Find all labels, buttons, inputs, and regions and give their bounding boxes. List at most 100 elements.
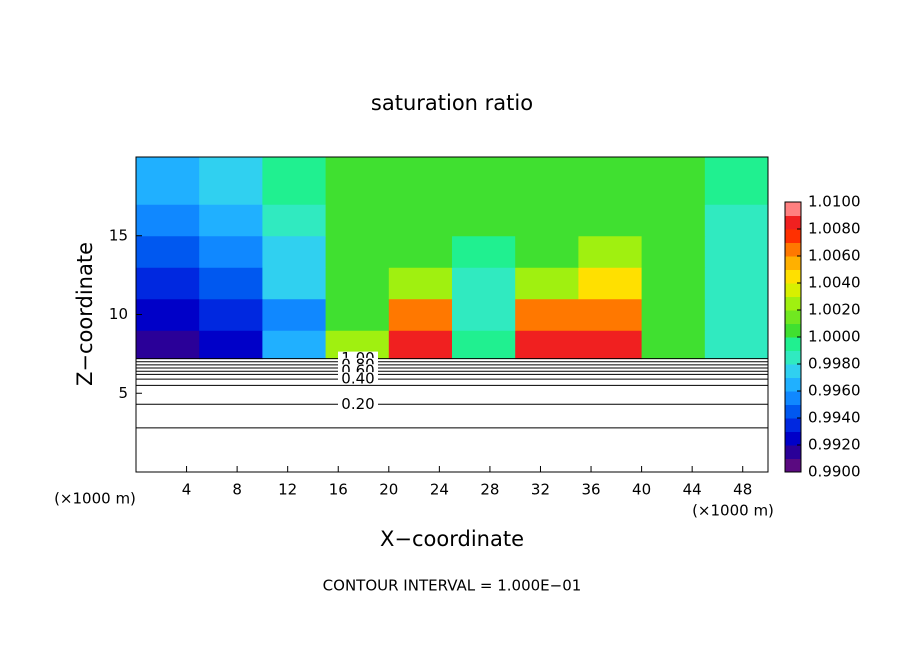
colorbar-tick-label: 0.9920 <box>808 436 861 454</box>
field-cell <box>136 157 200 205</box>
field-cell <box>136 204 200 237</box>
colorbar-band <box>785 283 801 297</box>
field-cell <box>388 267 453 300</box>
field-cell <box>388 235 453 268</box>
field-cell <box>641 298 706 331</box>
field-cell <box>578 235 643 268</box>
field-cell <box>704 330 769 360</box>
field-cell <box>515 298 579 331</box>
field-cell <box>641 157 706 205</box>
x-tick-label: 12 <box>278 481 297 499</box>
colorbar-band <box>785 404 801 419</box>
colorbar-tick-label: 1.0040 <box>808 274 861 292</box>
field-cell <box>262 204 327 237</box>
field-cell <box>452 330 516 360</box>
field-cell <box>388 298 453 331</box>
footer-note: CONTOUR INTERVAL = 1.000E−01 <box>323 577 582 595</box>
x-tick-label: 48 <box>733 481 752 499</box>
field-cell <box>199 157 263 205</box>
field-cell <box>641 204 706 237</box>
field-cell <box>515 330 579 360</box>
colorbar-band <box>785 256 801 270</box>
field-cell <box>199 267 263 300</box>
y-tick-label: 5 <box>118 384 128 402</box>
field-cell <box>641 267 706 300</box>
field-cell <box>704 267 769 300</box>
colorbar-band <box>785 202 801 216</box>
colorbar-band <box>785 431 801 446</box>
x-tick-label: 8 <box>232 481 242 499</box>
colorbar-band <box>785 458 801 473</box>
y-tick-label: 15 <box>109 226 128 244</box>
colorbar-tick-label: 1.0100 <box>808 193 861 211</box>
contour-label-bg <box>338 397 378 412</box>
field-cell <box>136 235 200 268</box>
field-cell <box>199 330 263 360</box>
field-cell <box>325 204 390 237</box>
field-cell <box>578 298 643 331</box>
x-tick-label: 24 <box>430 481 449 499</box>
field-cell <box>325 157 390 205</box>
colorbar-band <box>785 391 801 405</box>
field-cell <box>578 204 643 237</box>
field-cell <box>704 157 769 205</box>
y-tick-label: 10 <box>109 305 128 323</box>
colorbar-band <box>785 296 801 311</box>
colorbar-band <box>785 323 801 338</box>
field-cell <box>452 298 516 331</box>
colorbar-tick-label: 0.9900 <box>808 463 861 481</box>
field-cell <box>199 235 263 268</box>
y-axis-label: Z−coordinate <box>73 242 97 386</box>
x-tick-label: 4 <box>182 481 192 499</box>
contour-label: 0.40 <box>341 370 374 388</box>
contour-label: 0.20 <box>341 395 374 413</box>
field-cell <box>452 267 516 300</box>
field-cell <box>578 157 643 205</box>
colorbar-band <box>785 350 801 365</box>
field-cell <box>515 157 579 205</box>
colorbar-band <box>785 337 801 351</box>
x-tick-label: 20 <box>379 481 398 499</box>
colorbar-band <box>785 445 801 459</box>
field-cell <box>452 235 516 268</box>
field-cell <box>515 204 579 237</box>
colorbar-band <box>785 242 801 257</box>
x-tick-label: 44 <box>683 481 702 499</box>
x-tick-label: 40 <box>632 481 651 499</box>
x-tick-label: 16 <box>329 481 348 499</box>
colorbar-band <box>785 377 801 392</box>
colorbar-band <box>785 364 801 378</box>
colorbar-tick-label: 0.9940 <box>808 409 861 427</box>
field-cell <box>325 235 390 268</box>
x-tick-label: 36 <box>581 481 600 499</box>
colorbar-band <box>785 229 801 243</box>
field-cell <box>578 267 643 300</box>
field-cell <box>388 157 453 205</box>
field-cell <box>262 298 327 331</box>
colorbar-band <box>785 269 801 284</box>
field-cell <box>199 298 263 331</box>
x-unit-label: (×1000 m) <box>692 502 774 520</box>
field-cell <box>641 235 706 268</box>
field-cell <box>704 204 769 237</box>
field-cell <box>515 267 579 300</box>
field-cell <box>262 157 327 205</box>
field-cell <box>262 267 327 300</box>
field-cell <box>388 204 453 237</box>
contour-label-bg <box>338 372 378 387</box>
x-tick-label: 28 <box>480 481 499 499</box>
colorbar-tick-label: 1.0020 <box>808 301 861 319</box>
colorbar-tick-label: 1.0000 <box>808 328 861 346</box>
field-cell <box>262 330 327 360</box>
field-cell <box>262 235 327 268</box>
x-unit-label: (×1000 m) <box>54 490 136 508</box>
x-tick-label: 32 <box>531 481 550 499</box>
colorbar-band <box>785 215 801 230</box>
field-cell <box>452 204 516 237</box>
colorbar-tick-label: 0.9960 <box>808 382 861 400</box>
colorbar-tick-label: 1.0080 <box>808 220 861 238</box>
field-cell <box>515 235 579 268</box>
field-cell <box>325 267 390 300</box>
field-cell <box>641 330 706 360</box>
chart-title: saturation ratio <box>371 91 533 115</box>
